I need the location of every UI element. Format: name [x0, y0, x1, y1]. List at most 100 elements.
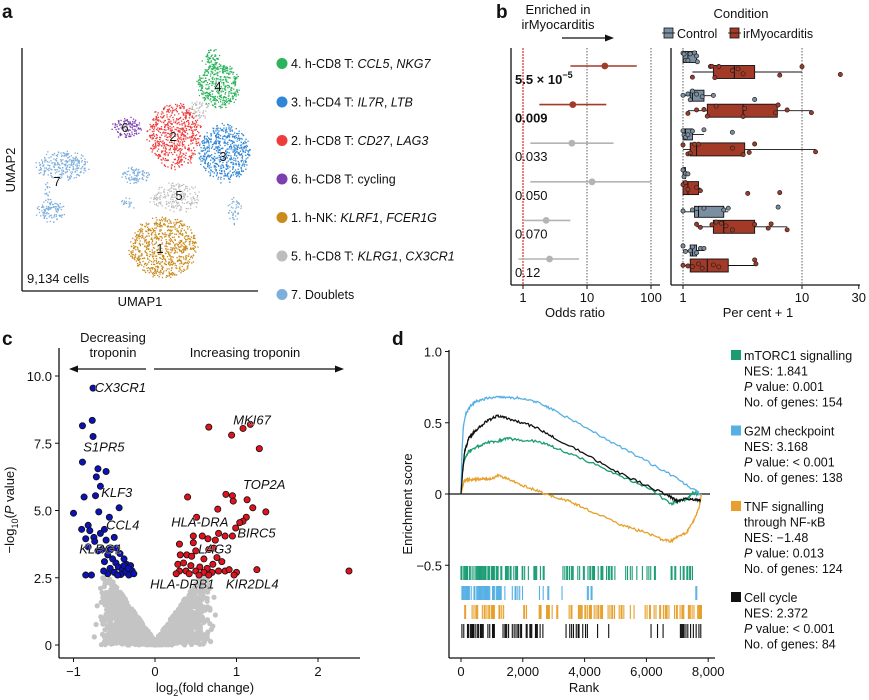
umap-point: [228, 172, 230, 174]
umap-point: [218, 141, 221, 143]
umap-point: [186, 133, 189, 135]
umap-point: [209, 75, 212, 77]
umap-point: [193, 147, 195, 149]
umap-point: [165, 132, 167, 134]
umap-point: [231, 96, 233, 98]
umap-point: [155, 237, 157, 239]
umap-point: [67, 175, 69, 177]
umap-point: [218, 149, 220, 151]
umap-point: [181, 241, 183, 243]
umap-point: [155, 255, 158, 257]
umap-point: [45, 170, 47, 172]
umap-point: [229, 166, 231, 168]
umap-point: [164, 234, 166, 236]
umap-legend-label: 1. h-NK: KLRF1, FCER1G: [291, 211, 437, 225]
umap-point: [134, 177, 136, 179]
umap-legend-item: 1. h-NK: KLRF1, FCER1G: [276, 211, 437, 225]
umap-point: [209, 49, 212, 51]
umap-point: [157, 266, 159, 268]
umap-point: [154, 243, 156, 245]
umap-point: [143, 266, 145, 268]
umap-point: [205, 158, 207, 160]
umap-cluster-7-points: [44, 182, 52, 202]
umap-point: [208, 57, 211, 59]
umap-point: [59, 164, 61, 166]
umap-point: [183, 248, 185, 250]
umap-point: [147, 176, 149, 179]
umap-point: [124, 122, 126, 124]
umap-point: [178, 225, 181, 227]
umap-point: [185, 114, 187, 116]
umap-point: [218, 151, 220, 154]
volcano-ns-point: [201, 604, 208, 611]
umap-point: [224, 68, 226, 70]
umap-point: [174, 149, 176, 151]
umap-point: [179, 131, 181, 133]
umap-point: [222, 159, 225, 161]
umap-point: [51, 176, 53, 178]
umap-point: [56, 203, 58, 205]
umap-point: [229, 124, 231, 127]
umap-point: [232, 207, 234, 209]
umap-point: [192, 241, 194, 243]
umap-point: [214, 73, 216, 75]
umap-point: [124, 134, 127, 136]
umap-point: [132, 243, 134, 245]
umap-point: [68, 176, 71, 178]
umap-point: [146, 242, 148, 244]
boxplot-irMyocarditis: [694, 219, 790, 234]
umap-point: [53, 216, 55, 218]
umap-point: [185, 138, 187, 140]
umap-point: [163, 107, 165, 109]
umap-point: [163, 122, 165, 124]
umap-point: [177, 243, 180, 245]
boxplot-legend-title: Condition: [714, 6, 769, 21]
umap-point: [167, 195, 169, 197]
umap-point: [228, 177, 230, 180]
umap-point: [198, 94, 201, 97]
umap-point: [234, 211, 237, 213]
umap-point: [238, 164, 241, 166]
umap-point: [217, 129, 219, 131]
umap-point: [220, 87, 222, 89]
umap-point: [174, 196, 176, 198]
umap-point: [193, 234, 195, 237]
umap-point: [185, 257, 187, 259]
umap-point: [230, 156, 232, 159]
umap-point: [171, 195, 173, 197]
umap-point: [152, 147, 154, 150]
boxplot-point: [680, 243, 686, 249]
umap-point: [151, 138, 153, 140]
umap-point: [128, 178, 130, 180]
umap-point: [167, 124, 169, 127]
umap-point: [227, 160, 229, 162]
volcano-panel: CX3CR1S1PR5KLF3CCL4KLRG1MKI67TOP2AHLA-DR…: [2, 330, 360, 698]
umap-point: [169, 264, 171, 266]
boxplot-point: [808, 110, 814, 116]
umap-point: [208, 156, 210, 158]
boxplot-point: [692, 141, 697, 147]
umap-point: [205, 167, 207, 170]
umap-point: [66, 161, 69, 163]
umap-point: [168, 121, 170, 124]
umap-point: [169, 134, 171, 136]
umap-point: [180, 193, 182, 195]
umap-point: [164, 150, 167, 152]
umap-point: [155, 119, 157, 121]
umap-point: [67, 176, 69, 178]
umap-point: [208, 165, 211, 167]
umap-point: [181, 224, 183, 227]
umap-point: [214, 68, 216, 70]
umap-point: [54, 172, 57, 174]
umap-point: [157, 223, 159, 225]
umap-point: [161, 121, 163, 123]
umap-point: [43, 206, 45, 208]
umap-point: [213, 132, 215, 134]
umap-point: [206, 70, 208, 72]
volcano-ns-point: [178, 628, 184, 634]
umap-point: [168, 118, 170, 121]
umap-point: [39, 166, 42, 168]
umap-point: [225, 135, 227, 138]
umap-point: [210, 55, 212, 58]
umap-point: [156, 219, 158, 221]
